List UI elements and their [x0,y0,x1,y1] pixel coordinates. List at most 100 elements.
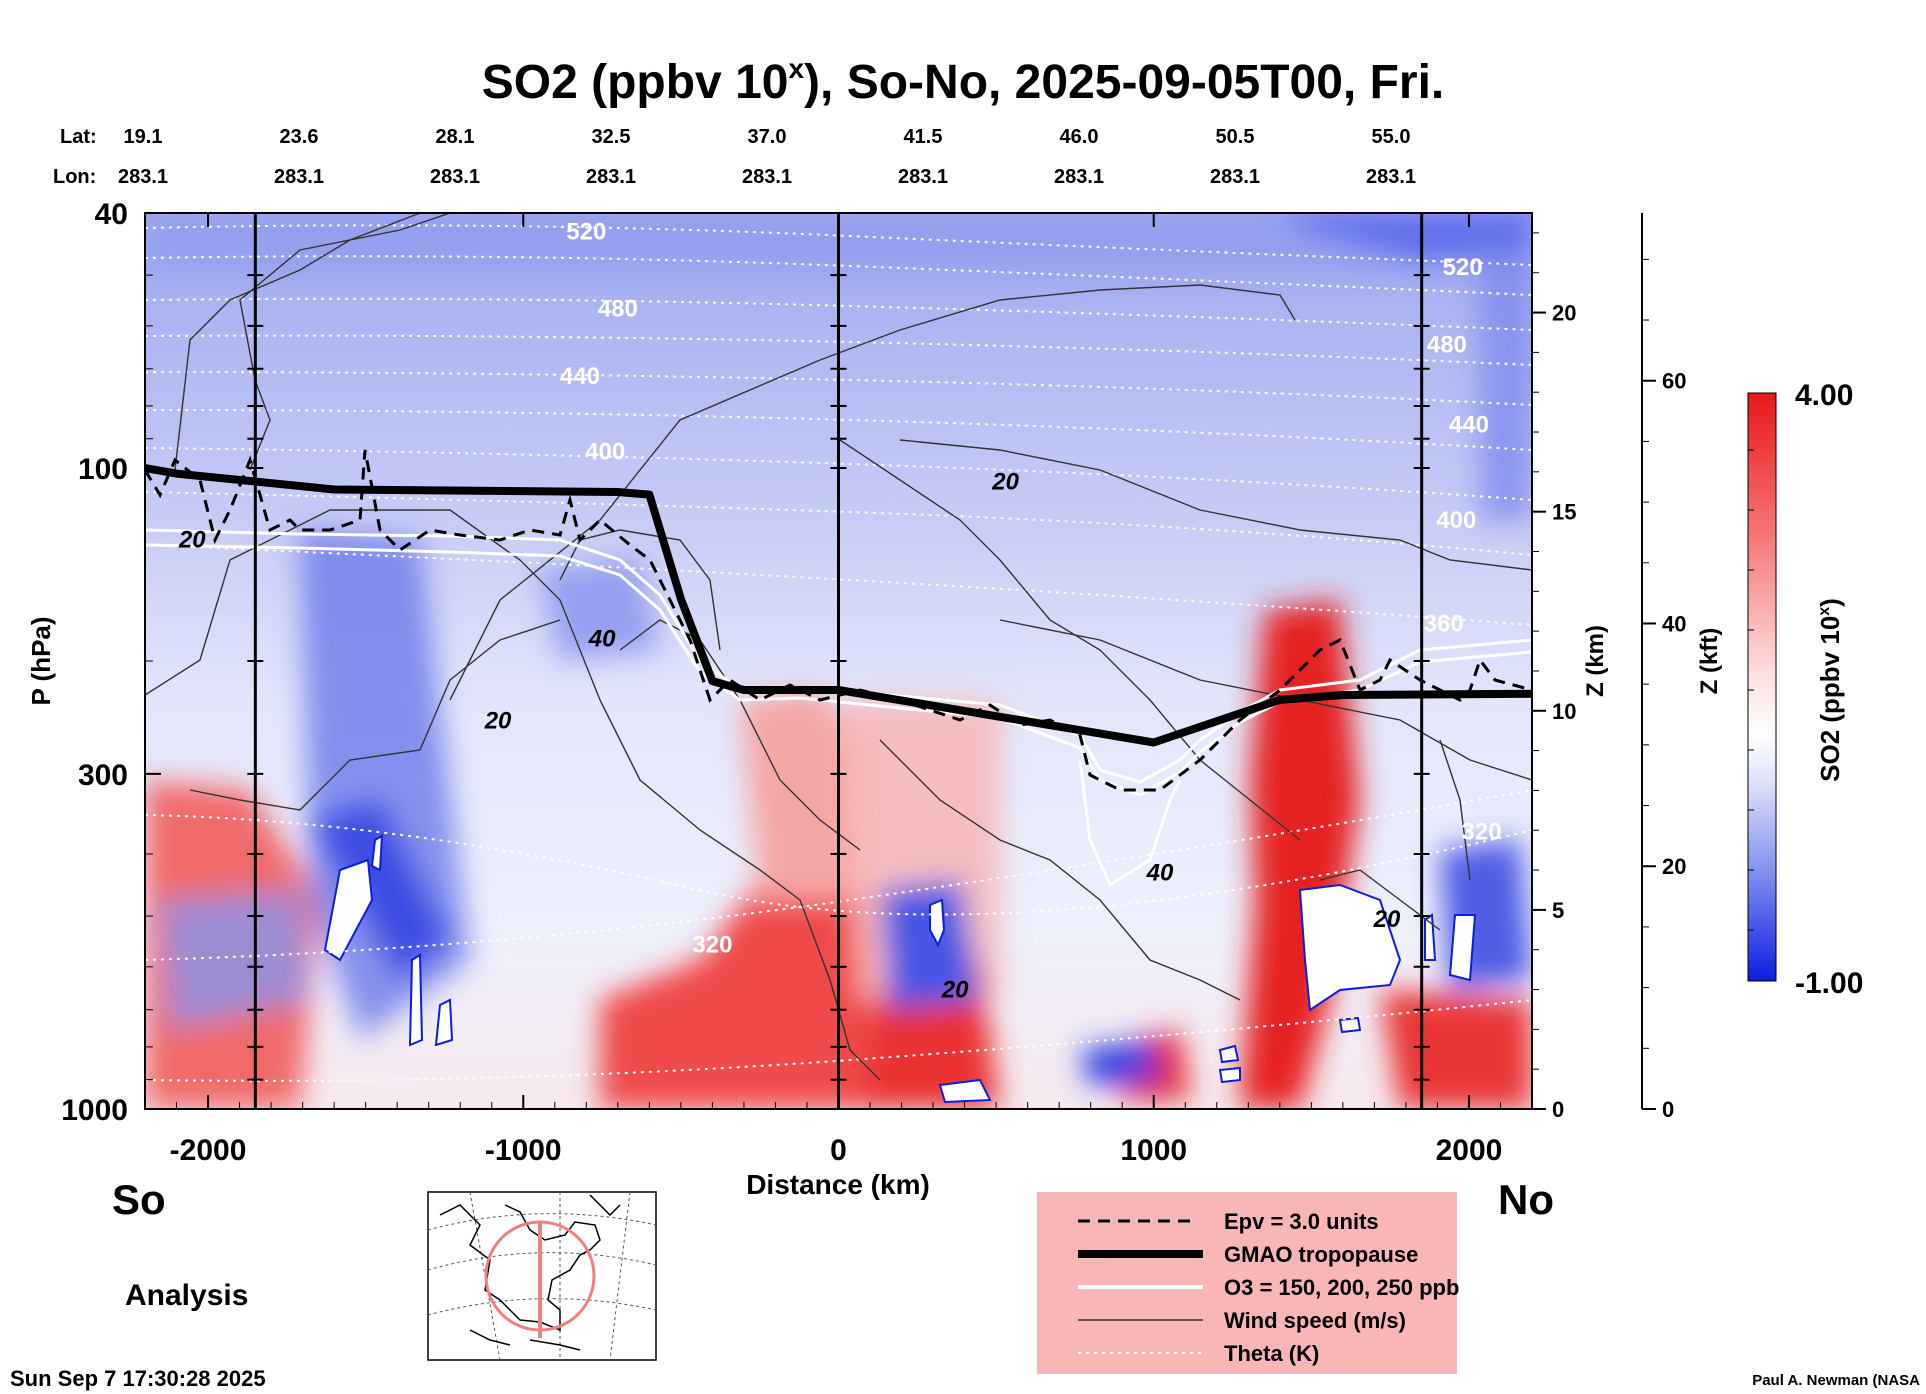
z-kft-axis-label: Z (kft) [1696,628,1723,695]
hole-south-3 [408,953,424,1047]
z-kft-tick-label: 20 [1662,854,1686,879]
hole-surface-3 [1338,1016,1362,1034]
wind-contour-south-2 [239,213,451,471]
lon-tick: 283.1 [1054,166,1104,188]
colorbar-ticks [1748,449,1754,931]
lon-tick: 283.1 [1366,166,1416,188]
chart-title-main: SO2 (ppbv 10 [482,56,789,109]
lat-tick: 46.0 [1060,126,1099,148]
theta-contour-label: 400 [1436,507,1476,534]
hole-surface-1 [1218,1044,1240,1064]
legend-label-theta: Theta (K) [1224,1341,1319,1366]
ozone-contour-150 [145,528,1532,784]
graticule-lat [427,1213,657,1231]
theta-contour-label: 480 [1427,331,1467,358]
theta-contour-label: 520 [1443,254,1483,281]
colorbar: 4.00 -1.00 SO2 (ppbv 10x) [1747,379,1863,1000]
y-axis: 1000 300 100 40 [61,198,161,1127]
wind-contour-south-4 [189,619,561,811]
theta-contour-400 [145,447,1532,501]
wind-contour-mid-5 [879,739,1241,1001]
wind-contour-label: 40 [588,626,616,653]
theta-contour-label: 440 [1449,411,1489,438]
wind-contour-north-3 [1319,869,1441,931]
theta-contour-420 [145,409,1532,451]
blob-blue-lower-south [160,890,310,1030]
z-kft-tick-label: 0 [1662,1097,1674,1122]
lat-label: Lat: [60,126,97,148]
x-tick-label: 1000 [1120,1134,1187,1167]
lon-tick: 283.1 [274,166,324,188]
theta-contour-label: 520 [566,219,606,246]
theta-contour-440 [145,371,1532,406]
lat-tick: 32.5 [592,126,631,148]
y-tick-label: 1000 [61,1094,128,1127]
theta-contour-label: 360 [1424,611,1464,638]
blob-blue-south-deep [310,800,450,980]
wind-contour-label: 20 [178,526,206,553]
lat-tick: 50.5 [1216,126,1255,148]
z-km-tick-label: 0 [1552,1097,1564,1122]
chart-title-superscript: x [788,53,804,84]
colorbar-label-main: SO2 (ppbv 10 [1815,616,1845,782]
theta-contour-460 [145,334,1532,366]
legend: Epv = 3.0 units GMAO tropopause O3 = 150… [1037,1192,1459,1374]
colorbar-label: SO2 (ppbv 10x) [1815,598,1845,782]
gmao-tropopause-line [145,464,1532,747]
lon-tick: 283.1 [1210,166,1260,188]
lon-tick: 283.1 [586,166,636,188]
hole-south-1 [323,858,374,962]
lat-tick: 37.0 [748,126,787,148]
x-tick-label: -1000 [485,1134,562,1167]
lon-label: Lon: [53,166,96,188]
theta-contour-label: 440 [560,363,600,390]
wind-contour-label: 20 [484,708,512,735]
blob-strat-north-column [1480,250,1532,520]
lon-tick-labels: 283.1 283.1 283.1 283.1 283.1 283.1 283.1 283.1… [118,166,1416,188]
legend-label-wind: Wind speed (m/s) [1224,1308,1406,1333]
z-km-tick-label: 10 [1552,699,1576,724]
colorbar-label-superscript: x [1816,607,1833,616]
chart-title-suffix: ), So-No, 2025-09-05T00, Fri. [804,56,1444,109]
south-label: So [112,1176,166,1223]
lat-tick: 19.1 [124,126,163,148]
lat-tick-labels: 19.1 23.6 28.1 32.5 37.0 41.5 46.0 50.5 55.0 [124,126,1411,148]
lon-tick: 283.1 [430,166,480,188]
chart-title: SO2 (ppbv 10x), So-No, 2025-09-05T00, Fr… [482,53,1445,109]
colorbar-label-suffix: ) [1815,598,1845,607]
z-kft-axis: 0 20 40 60 [1641,213,1686,1122]
theta-contour-340 [145,814,1532,916]
lon-tick: 283.1 [742,166,792,188]
y-axis-label: P (hPa) [26,616,56,705]
legend-label-tropopause: GMAO tropopause [1224,1242,1418,1267]
blob-blue-central-low [880,880,980,1010]
theta-contours [145,224,1532,1082]
reference-lines [247,213,1430,1109]
lon-tick: 283.1 [118,166,168,188]
z-km-tick-label: 5 [1552,898,1564,923]
theta-contour-300 [145,999,1532,1082]
lon-tick: 283.1 [898,166,948,188]
wind-contour-label: 40 [1146,859,1174,886]
lat-tick: 28.1 [436,126,475,148]
y-tick-label: 100 [78,453,128,486]
hole-central [929,898,946,948]
theta-contour-label: 480 [598,295,638,322]
wind-contour-label: 20 [1373,906,1401,933]
wind-contour-label: 20 [991,468,1019,495]
hole-south-2 [370,834,384,872]
y-tick-label: 40 [95,198,128,231]
hole-surface-2 [938,1078,992,1104]
x-tick-label: -2000 [170,1134,247,1167]
legend-label-epv: Epv = 3.0 units [1224,1209,1379,1234]
wind-contour-north-1 [899,439,1532,571]
theta-contour-label: 320 [1462,819,1502,846]
z-kft-tick-label: 60 [1662,369,1686,394]
blob-blue-surface-mid [1080,1040,1160,1085]
wind-contour-label: 20 [941,977,969,1004]
theta-contour-500 [145,255,1532,296]
theta-contour-label: 320 [692,932,732,959]
theta-contour-520 [145,224,1532,266]
x-axis-label: Distance (km) [746,1169,930,1200]
